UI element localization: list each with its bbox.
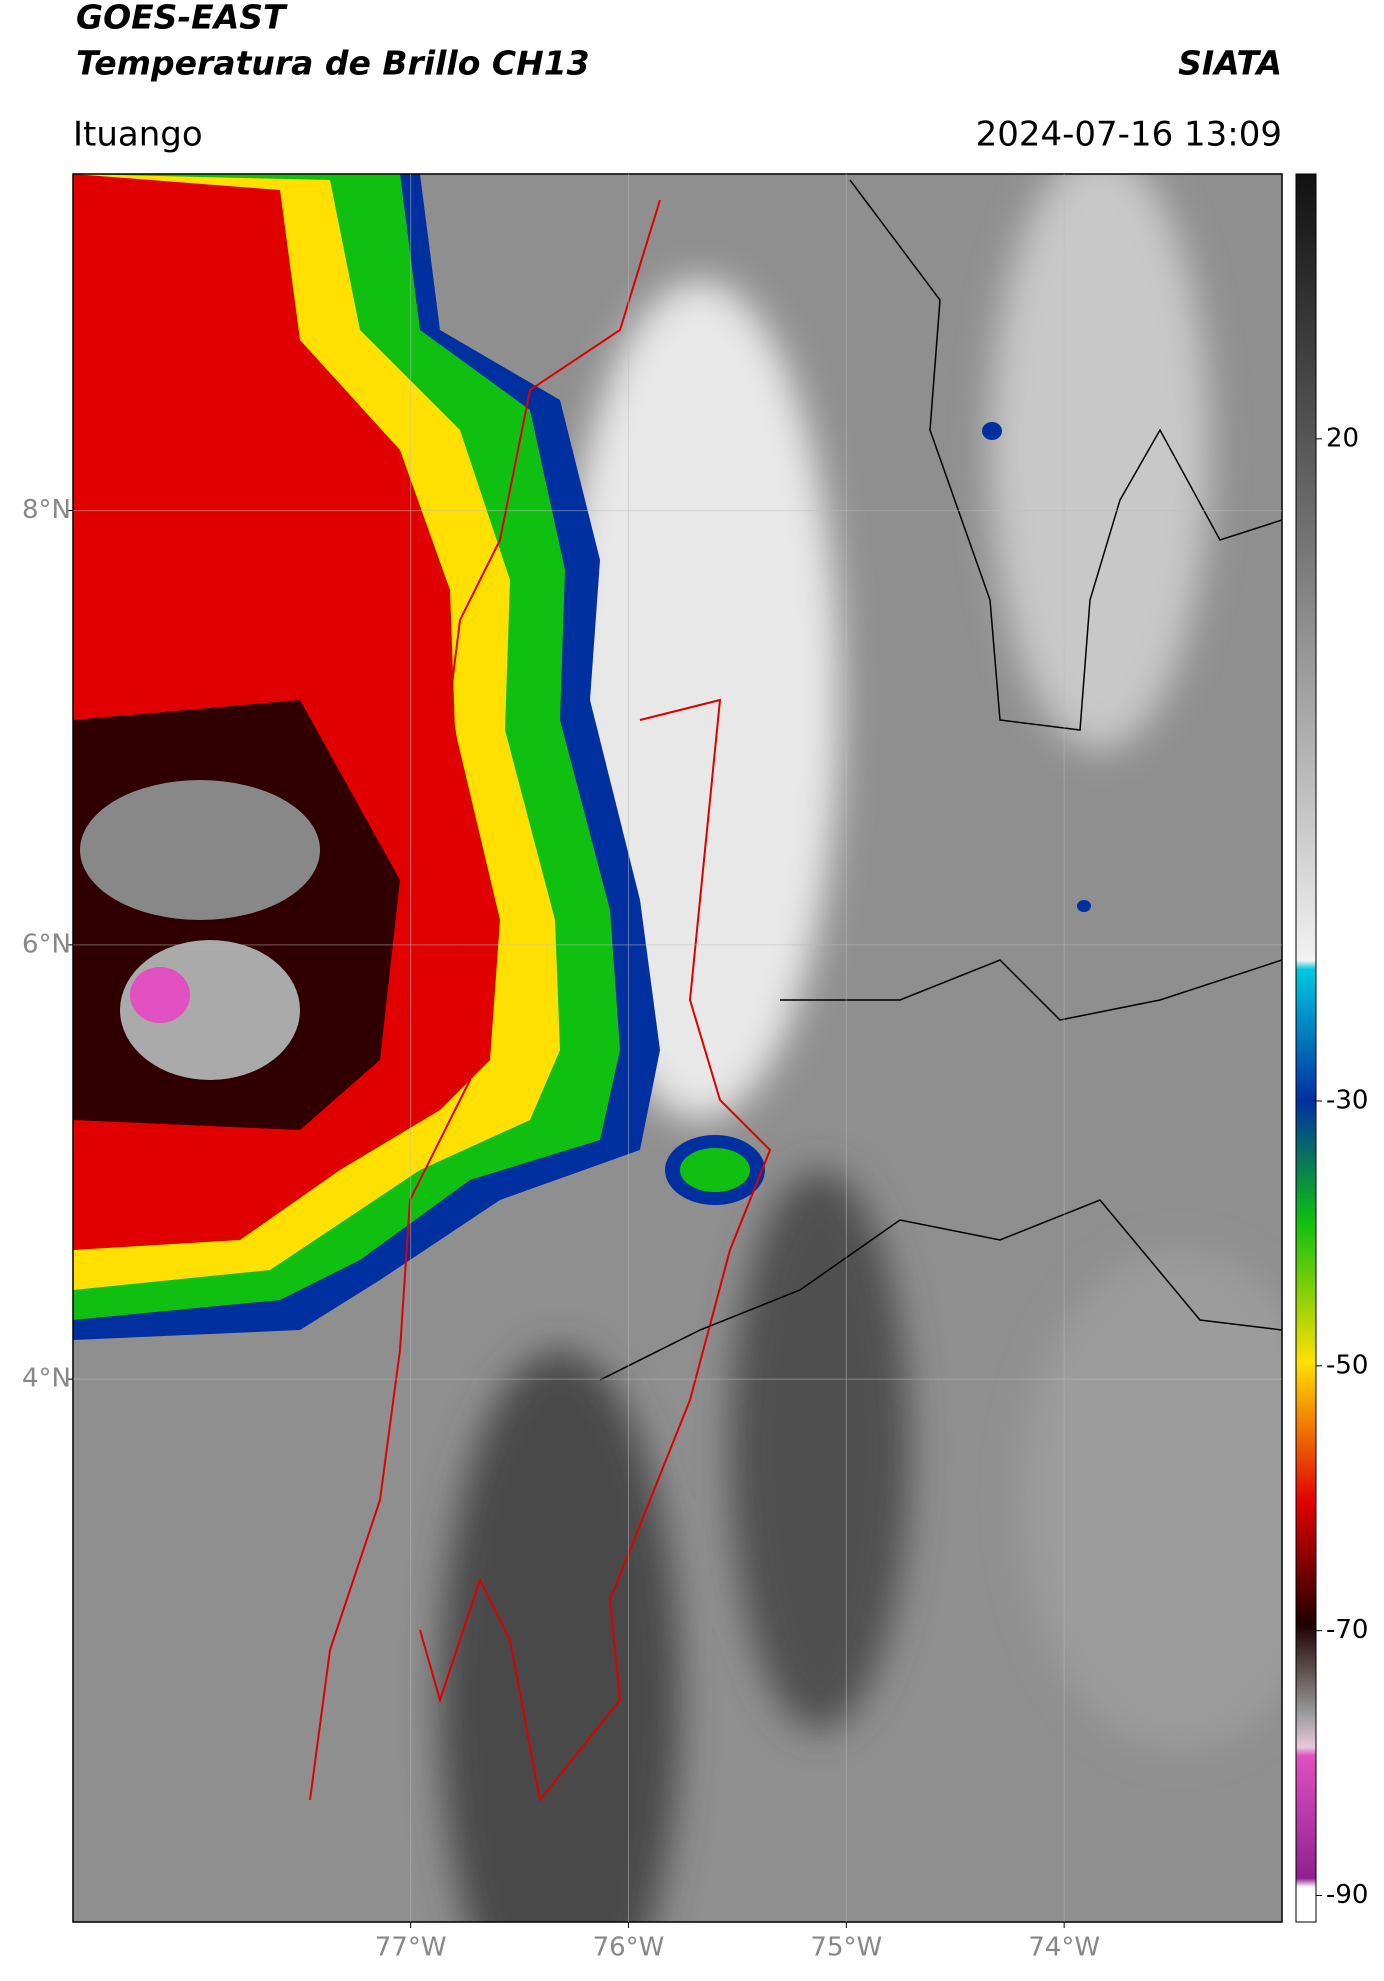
x-tick-label: 75°W	[810, 1933, 882, 1963]
y-tick-label: 8°N	[22, 495, 71, 525]
colorbar-tick-label: -70	[1326, 1615, 1368, 1645]
colorbar	[1295, 173, 1317, 1923]
graticule	[73, 174, 1282, 1922]
source: SIATA	[1178, 44, 1282, 83]
location: Ituango	[73, 115, 203, 155]
datetime: 2024-07-16 13:09	[976, 115, 1282, 155]
colorbar-tick-label: -50	[1326, 1350, 1368, 1380]
y-tick-label: 4°N	[22, 1364, 71, 1394]
x-tick-label: 77°W	[375, 1933, 447, 1963]
colorbar-tick-label: 20	[1326, 423, 1359, 453]
title: Temperatura de Brillo CH13	[76, 44, 590, 83]
satellite-image	[73, 174, 1282, 1922]
colorbar-tick-label: -90	[1326, 1880, 1368, 1910]
title: GOES-EAST	[76, 0, 288, 37]
x-tick-label: 74°W	[1028, 1933, 1100, 1963]
colorbar-tick-label: -30	[1326, 1085, 1368, 1115]
y-tick-label: 6°N	[22, 929, 71, 959]
map-frame	[72, 173, 1283, 1923]
x-tick-label: 76°W	[593, 1933, 665, 1963]
